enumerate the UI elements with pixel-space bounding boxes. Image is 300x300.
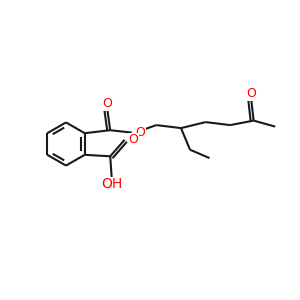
Text: O: O	[246, 87, 256, 101]
Text: O: O	[135, 125, 145, 139]
Text: OH: OH	[101, 178, 122, 191]
Text: O: O	[128, 133, 138, 146]
Text: O: O	[102, 97, 112, 110]
